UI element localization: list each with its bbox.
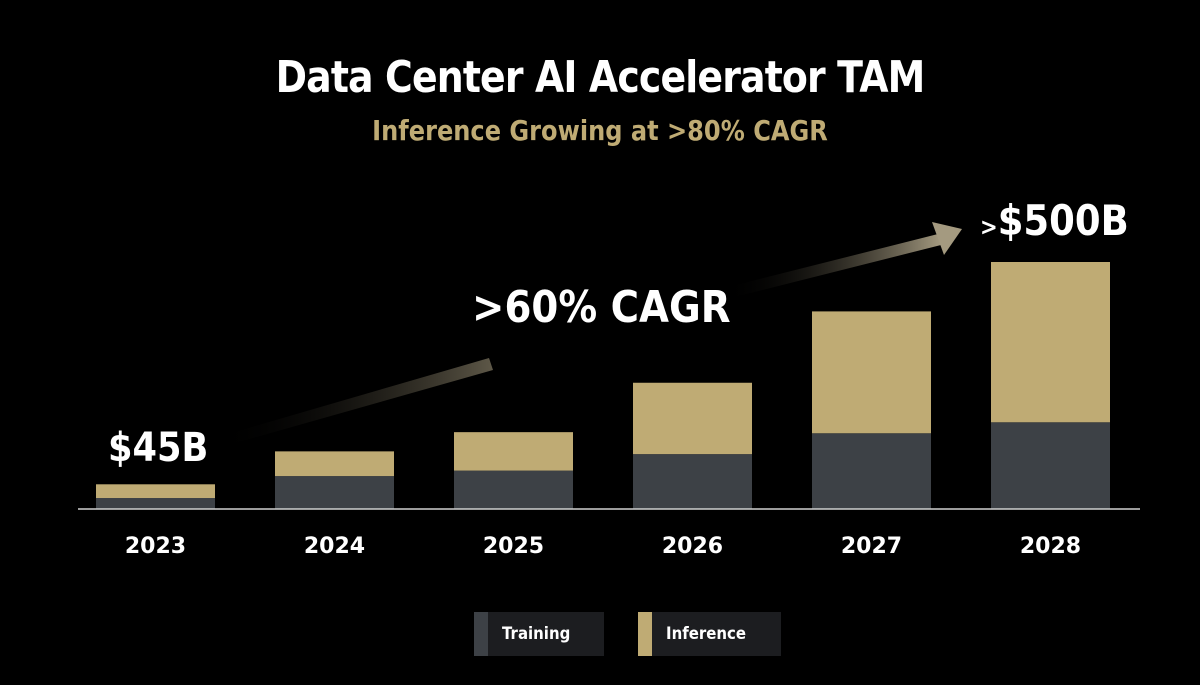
bar-training-2024 bbox=[275, 476, 394, 509]
legend-swatch-inference bbox=[637, 612, 652, 656]
legend-label-inference: Inference bbox=[665, 624, 746, 644]
x-tick-label-2028: 2028 bbox=[1020, 534, 1081, 559]
growth-arrow-lower bbox=[214, 358, 493, 448]
bar-inference-2024 bbox=[275, 451, 394, 477]
bar-inference-2028 bbox=[991, 262, 1110, 423]
x-tick-label-2024: 2024 bbox=[304, 534, 365, 559]
x-tick-labels: 2023 2024 2025 2026 2027 2028 bbox=[125, 534, 1081, 559]
bar-training-2023 bbox=[96, 498, 215, 509]
bar-training-2026 bbox=[633, 454, 752, 509]
x-tick-label-2023: 2023 bbox=[125, 534, 186, 559]
legend-item-training: Training bbox=[474, 612, 604, 656]
chart-subtitle: Inference Growing at >80% CAGR bbox=[372, 114, 828, 147]
end-value-label: >$500B bbox=[980, 196, 1129, 245]
legend-label-training: Training bbox=[502, 624, 571, 644]
bar-inference-2026 bbox=[633, 382, 752, 455]
x-tick-label-2027: 2027 bbox=[841, 534, 902, 559]
chart-title: Data Center AI Accelerator TAM bbox=[275, 52, 926, 103]
start-value-label: $45B bbox=[108, 425, 209, 471]
growth-arrow-upper bbox=[724, 234, 941, 299]
bar-inference-2023 bbox=[96, 484, 215, 499]
legend-item-inference: Inference bbox=[637, 612, 781, 656]
bars bbox=[96, 262, 1110, 509]
bar-training-2027 bbox=[812, 433, 931, 509]
bar-inference-2027 bbox=[812, 311, 931, 434]
end-value-prefix: > bbox=[980, 213, 998, 241]
legend: Training Inference bbox=[474, 612, 781, 656]
x-tick-label-2025: 2025 bbox=[483, 534, 544, 559]
x-tick-label-2026: 2026 bbox=[662, 534, 723, 559]
bar-inference-2025 bbox=[454, 432, 573, 471]
cagr-label: >60% CAGR bbox=[472, 282, 731, 333]
end-value-amount: $500B bbox=[997, 196, 1129, 245]
legend-swatch-training bbox=[474, 612, 488, 656]
bar-training-2025 bbox=[454, 470, 573, 509]
growth-arrow bbox=[214, 222, 962, 448]
bar-training-2028 bbox=[991, 422, 1110, 509]
growth-arrow-head bbox=[932, 222, 962, 255]
